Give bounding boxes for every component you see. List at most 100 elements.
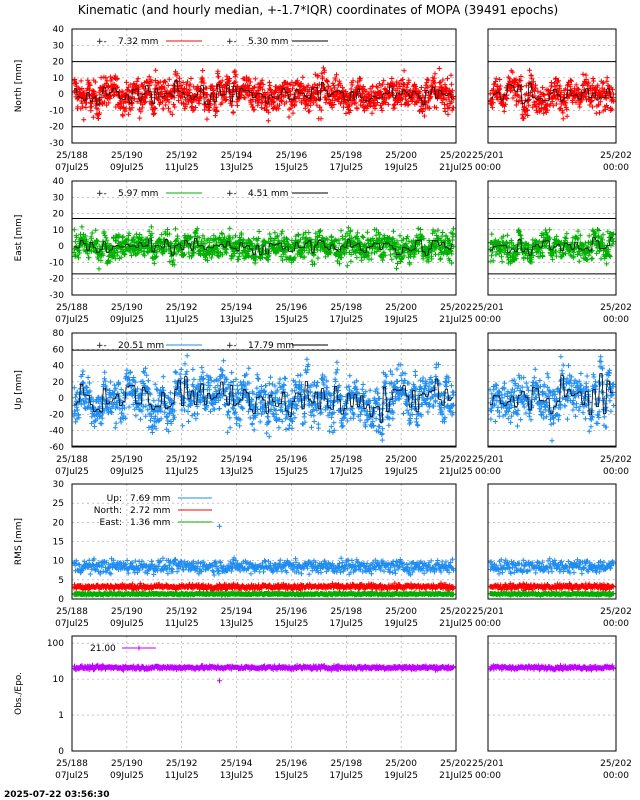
obs-x-tick-day: 25/198 [330, 759, 362, 769]
up-x-tick-date: 13Jul25 [220, 467, 254, 477]
north-x-tick-date: 19Jul25 [384, 163, 418, 173]
up-y-tick: 0 [58, 394, 64, 404]
rms-zoom-frame [487, 483, 617, 600]
north-x-tick-day: 25/198 [330, 151, 362, 161]
legend-label: 7.32 mm [118, 37, 158, 47]
rms-x-tick-day: 25/190 [111, 607, 143, 617]
up-x-tick-day: 25/196 [276, 455, 308, 465]
north-x-tick-day: 25/188 [56, 151, 88, 161]
up-x-tick-date: 09Jul25 [110, 467, 144, 477]
obs-x-tick-date: 07Jul25 [55, 771, 89, 781]
east-y-tick: 20 [53, 210, 65, 220]
rms-y-tick: 0 [58, 595, 64, 605]
east-x-tick-date: 21Jul25 [439, 315, 473, 325]
obs-y-tick: 0 [58, 747, 64, 757]
rms-x-tick-day: 25/192 [166, 607, 198, 617]
east-x-tick-day: 25/196 [276, 303, 308, 313]
rms-y-tick: 25 [53, 499, 64, 509]
obs-x-tick-date: 15Jul25 [275, 771, 309, 781]
up-y-tick: -60 [49, 443, 64, 453]
north-x-tick-day: 25/190 [111, 151, 143, 161]
legend-symbol: +- [226, 341, 237, 351]
rms-legend-value: 2.72 mm [130, 506, 170, 516]
obs-points [487, 662, 616, 673]
obs-x-tick-date: 21Jul25 [439, 771, 473, 781]
up-x-tick-date: 17Jul25 [329, 467, 363, 477]
north-x-tick-date: 09Jul25 [110, 163, 144, 173]
obs-x-tick-date: 09Jul25 [110, 771, 144, 781]
rms-legend-value: 7.69 mm [130, 494, 170, 504]
obs-y-tick: 100 [47, 639, 64, 649]
north-x-tick-day: 25/200 [385, 151, 417, 161]
rms-y-tick: 20 [53, 518, 65, 528]
east-zoom-frame [487, 180, 617, 296]
rms-main-frame [71, 483, 457, 600]
rms-up-points [487, 556, 616, 577]
north-zoom-x-tick-day: 25/201 [472, 151, 504, 161]
east-x-tick-date: 19Jul25 [384, 315, 418, 325]
north-zoom-x-tick-date: 00:00 [603, 163, 629, 173]
legend-label: 4.51 mm [248, 189, 288, 199]
north-x-tick-date: 07Jul25 [55, 163, 89, 173]
east-zoom-x-tick-date: 00:00 [603, 315, 629, 325]
north-y-tick: 40 [53, 25, 65, 35]
east-y-tick: -20 [49, 275, 64, 285]
obs-ylabel: Obs./Epo. [14, 672, 24, 715]
east-x-tick-date: 11Jul25 [165, 315, 199, 325]
rms-x-tick-day: 25/198 [330, 607, 362, 617]
legend-label: 17.79 mm [248, 341, 294, 351]
rms-x-tick-date: 11Jul25 [165, 619, 199, 629]
north-zoom-x-tick-day: 25/202 [600, 151, 632, 161]
obs-x-tick-date: 19Jul25 [384, 771, 418, 781]
rms-x-tick-day: 25/188 [56, 607, 88, 617]
north-x-tick-date: 15Jul25 [275, 163, 309, 173]
up-x-tick-date: 21Jul25 [439, 467, 473, 477]
east-y-tick: 0 [58, 242, 64, 252]
up-x-tick-day: 25/200 [385, 455, 417, 465]
obs-x-tick-day: 25/200 [385, 759, 417, 769]
up-zoom-x-tick-day: 25/202 [600, 455, 632, 465]
up-panel: Up [mm] 80 60 40 20 0 -20 -40 -60 25/188 07Jul25 25… [14, 329, 632, 477]
up-x-tick-day: 25/190 [111, 455, 143, 465]
up-x-tick-date: 15Jul25 [275, 467, 309, 477]
rms-east-points [71, 590, 456, 598]
rms-y-tick: 15 [53, 538, 64, 548]
north-y-tick: 0 [58, 90, 64, 100]
east-panel: East [mm] 40 30 20 10 0 -10 -20 -30 25/188 07Jul25… [14, 177, 632, 325]
north-panel: North [mm] 40 30 20 10 0 -10 -20 -30 25/188 07Jul2… [14, 25, 632, 173]
east-points [71, 224, 457, 272]
north-median-line [74, 79, 453, 106]
north-zoom-frame [487, 28, 617, 144]
rms-x-tick-date: 21Jul25 [439, 619, 473, 629]
up-median-line [74, 376, 453, 423]
up-zoom-x-tick-day: 25/201 [472, 455, 504, 465]
north-median-line [490, 82, 613, 104]
north-zoom-x-tick-date: 00:00 [475, 163, 501, 173]
east-ylabel: East [mm] [14, 215, 24, 262]
north-x-tick-day: 25/194 [221, 151, 253, 161]
rms-x-tick-date: 17Jul25 [329, 619, 363, 629]
up-y-tick: -40 [49, 427, 64, 437]
obs-y-tick: 1 [58, 711, 64, 721]
legend-symbol: +- [96, 37, 107, 47]
north-y-tick: 30 [53, 41, 65, 51]
obs-zoom-x-tick-date: 00:00 [475, 771, 501, 781]
east-x-tick-date: 17Jul25 [329, 315, 363, 325]
up-x-tick-day: 25/192 [166, 455, 198, 465]
obs-panel: Obs./Epo.100101025/18807Jul2525/19009Jul… [14, 635, 632, 781]
up-points [71, 353, 457, 443]
up-zoom-x-tick-date: 00:00 [475, 467, 501, 477]
east-x-tick-day: 25/198 [330, 303, 362, 313]
panels: North [mm]403020100-10-20-3025/18807Jul2… [14, 25, 632, 781]
rms-east-points [487, 590, 616, 598]
east-x-tick-day: 25/200 [385, 303, 417, 313]
east-x-tick-day: 25/194 [221, 303, 253, 313]
north-x-tick-date: 21Jul25 [439, 163, 473, 173]
chart-title: Kinematic (and hourly median, +-1.7*IQR)… [78, 3, 558, 17]
east-x-tick-day: 25/190 [111, 303, 143, 313]
up-points [487, 354, 617, 444]
rms-x-tick-day: 25/196 [276, 607, 308, 617]
legend-label: 5.30 mm [248, 37, 288, 47]
obs-points [71, 662, 456, 684]
north-x-tick-date: 13Jul25 [220, 163, 254, 173]
